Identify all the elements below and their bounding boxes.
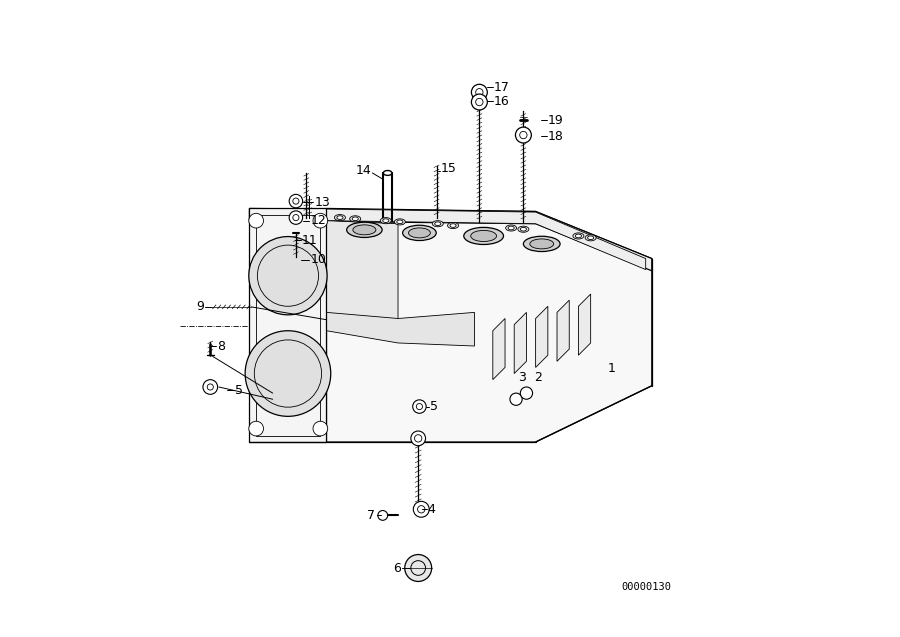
Ellipse shape (471, 231, 497, 241)
Ellipse shape (353, 225, 376, 235)
Circle shape (510, 393, 522, 405)
Text: 13: 13 (314, 196, 330, 209)
Ellipse shape (450, 224, 456, 227)
Ellipse shape (383, 171, 392, 175)
Ellipse shape (397, 220, 403, 224)
Ellipse shape (464, 227, 503, 245)
Polygon shape (536, 306, 548, 368)
Circle shape (413, 400, 427, 413)
Circle shape (405, 555, 432, 582)
Ellipse shape (508, 226, 514, 230)
Polygon shape (327, 312, 474, 346)
Ellipse shape (381, 218, 392, 224)
Ellipse shape (585, 234, 596, 241)
Polygon shape (249, 208, 327, 442)
Ellipse shape (335, 215, 346, 220)
Ellipse shape (382, 219, 389, 222)
Text: 15: 15 (441, 162, 456, 175)
Circle shape (411, 431, 426, 446)
Circle shape (520, 387, 533, 399)
Polygon shape (514, 312, 526, 373)
Text: 17: 17 (494, 81, 510, 94)
Circle shape (289, 194, 302, 208)
Text: 5: 5 (235, 383, 243, 397)
Ellipse shape (588, 236, 594, 240)
Ellipse shape (530, 239, 554, 249)
Polygon shape (579, 294, 590, 355)
Text: 10: 10 (310, 254, 327, 266)
Circle shape (289, 211, 302, 224)
Ellipse shape (432, 220, 444, 227)
Circle shape (516, 127, 531, 143)
Circle shape (248, 421, 264, 436)
Text: 7: 7 (367, 509, 375, 522)
Ellipse shape (435, 222, 441, 225)
Polygon shape (249, 208, 652, 271)
Text: 11: 11 (302, 234, 318, 247)
Circle shape (413, 501, 429, 517)
Ellipse shape (518, 226, 529, 233)
Ellipse shape (520, 227, 526, 231)
Ellipse shape (346, 222, 382, 238)
Text: 12: 12 (310, 214, 327, 227)
Circle shape (313, 421, 328, 436)
Text: 14: 14 (356, 164, 372, 177)
Ellipse shape (402, 225, 436, 241)
Text: 19: 19 (548, 114, 563, 127)
Polygon shape (557, 300, 569, 361)
Ellipse shape (524, 236, 560, 252)
Text: 18: 18 (548, 130, 563, 143)
Text: 4: 4 (428, 503, 436, 516)
Text: 3: 3 (518, 371, 526, 384)
Circle shape (245, 331, 331, 417)
Polygon shape (493, 318, 505, 380)
Text: 6: 6 (393, 561, 401, 575)
Ellipse shape (447, 222, 459, 229)
Ellipse shape (575, 234, 581, 238)
Circle shape (472, 94, 487, 110)
Polygon shape (327, 220, 398, 331)
Text: 16: 16 (494, 95, 509, 108)
Ellipse shape (350, 216, 361, 222)
Ellipse shape (337, 216, 343, 219)
Text: 00000130: 00000130 (621, 582, 671, 592)
Ellipse shape (409, 228, 430, 238)
Ellipse shape (352, 217, 358, 220)
Circle shape (472, 84, 487, 100)
Text: 5: 5 (430, 400, 438, 413)
Circle shape (378, 510, 388, 520)
Text: 2: 2 (535, 371, 543, 384)
Text: 9: 9 (196, 301, 204, 313)
Ellipse shape (394, 219, 405, 225)
Polygon shape (327, 208, 652, 442)
Polygon shape (327, 209, 645, 269)
Text: 1: 1 (608, 362, 616, 375)
Circle shape (202, 380, 218, 394)
Circle shape (248, 236, 327, 315)
Circle shape (313, 213, 328, 228)
Text: 8: 8 (218, 340, 226, 352)
Ellipse shape (573, 233, 584, 239)
Ellipse shape (506, 225, 517, 231)
Circle shape (248, 213, 264, 228)
